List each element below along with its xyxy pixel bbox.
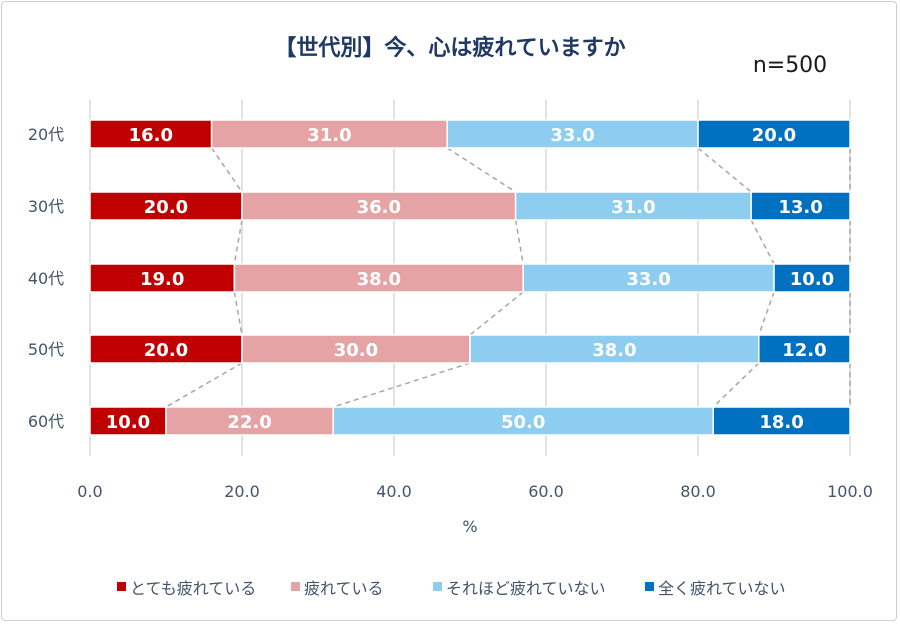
series-line bbox=[332, 362, 471, 408]
data-label: 18.0 bbox=[759, 412, 803, 433]
bar-segment bbox=[469, 334, 760, 364]
series-line bbox=[758, 291, 775, 336]
x-tick-label: 0.0 bbox=[77, 482, 102, 501]
bar-segment bbox=[241, 334, 471, 364]
data-label: 12.0 bbox=[782, 340, 826, 361]
series-line bbox=[514, 219, 524, 265]
bar-segment bbox=[89, 263, 236, 293]
chart-title: 【世代別】今、心は疲れていますか bbox=[274, 35, 625, 61]
bar-segment bbox=[332, 406, 714, 436]
data-label: 20.0 bbox=[144, 197, 188, 218]
category-label: 20代 bbox=[28, 125, 64, 144]
sample-size-annotation: n=500 bbox=[753, 53, 827, 78]
bar-segment bbox=[89, 406, 167, 436]
legend-swatch bbox=[291, 582, 300, 591]
x-tick-label: 20.0 bbox=[224, 482, 260, 501]
series-line bbox=[210, 147, 243, 193]
legend-label: それほど疲れていない bbox=[446, 579, 606, 598]
x-tick-label: 40.0 bbox=[376, 482, 412, 501]
category-label: 50代 bbox=[28, 340, 64, 359]
series-line bbox=[750, 219, 775, 265]
legend-label: 全く疲れていない bbox=[658, 579, 786, 598]
legend-swatch bbox=[433, 582, 442, 591]
data-label: 50.0 bbox=[501, 412, 545, 433]
bar-segment bbox=[750, 191, 851, 221]
series-line bbox=[233, 291, 243, 336]
data-label: 31.0 bbox=[611, 197, 655, 218]
series-line bbox=[469, 291, 524, 336]
bar-segment bbox=[89, 334, 243, 364]
data-label: 10.0 bbox=[790, 269, 834, 290]
legend-label: 疲れている bbox=[304, 579, 384, 598]
category-label: 60代 bbox=[28, 412, 64, 431]
category-label: 40代 bbox=[28, 269, 64, 288]
data-label: 33.0 bbox=[626, 269, 670, 290]
legend-label: とても疲れている bbox=[130, 579, 256, 598]
series-line bbox=[446, 147, 517, 193]
bar-segment bbox=[697, 119, 851, 149]
bar-segment bbox=[773, 263, 851, 293]
legend-swatch bbox=[117, 582, 126, 591]
series-line bbox=[697, 147, 752, 193]
data-label: 38.0 bbox=[357, 269, 401, 290]
bar-segment bbox=[712, 406, 851, 436]
legend-swatch bbox=[645, 582, 654, 591]
data-label: 22.0 bbox=[227, 412, 271, 433]
data-label: 16.0 bbox=[129, 125, 173, 146]
series-line bbox=[712, 362, 760, 408]
x-tick-label: 60.0 bbox=[528, 482, 564, 501]
bar-segment bbox=[522, 263, 775, 293]
bar-segment bbox=[758, 334, 851, 364]
bar-segment bbox=[165, 406, 334, 436]
data-label: 33.0 bbox=[550, 125, 594, 146]
series-line bbox=[165, 362, 243, 408]
series-line bbox=[233, 219, 243, 265]
x-axis-label: % bbox=[462, 517, 477, 536]
x-tick-label: 100.0 bbox=[827, 482, 873, 501]
data-label: 19.0 bbox=[140, 269, 184, 290]
data-label: 31.0 bbox=[307, 125, 351, 146]
data-label: 30.0 bbox=[334, 340, 378, 361]
data-label: 20.0 bbox=[144, 340, 188, 361]
data-label: 20.0 bbox=[752, 125, 796, 146]
data-label: 10.0 bbox=[106, 412, 150, 433]
data-label: 13.0 bbox=[778, 197, 822, 218]
category-label: 30代 bbox=[28, 197, 64, 216]
data-label: 36.0 bbox=[357, 197, 401, 218]
data-label: 38.0 bbox=[592, 340, 636, 361]
x-tick-label: 80.0 bbox=[680, 482, 716, 501]
bar-segment bbox=[89, 119, 213, 149]
bar-segment bbox=[514, 191, 752, 221]
